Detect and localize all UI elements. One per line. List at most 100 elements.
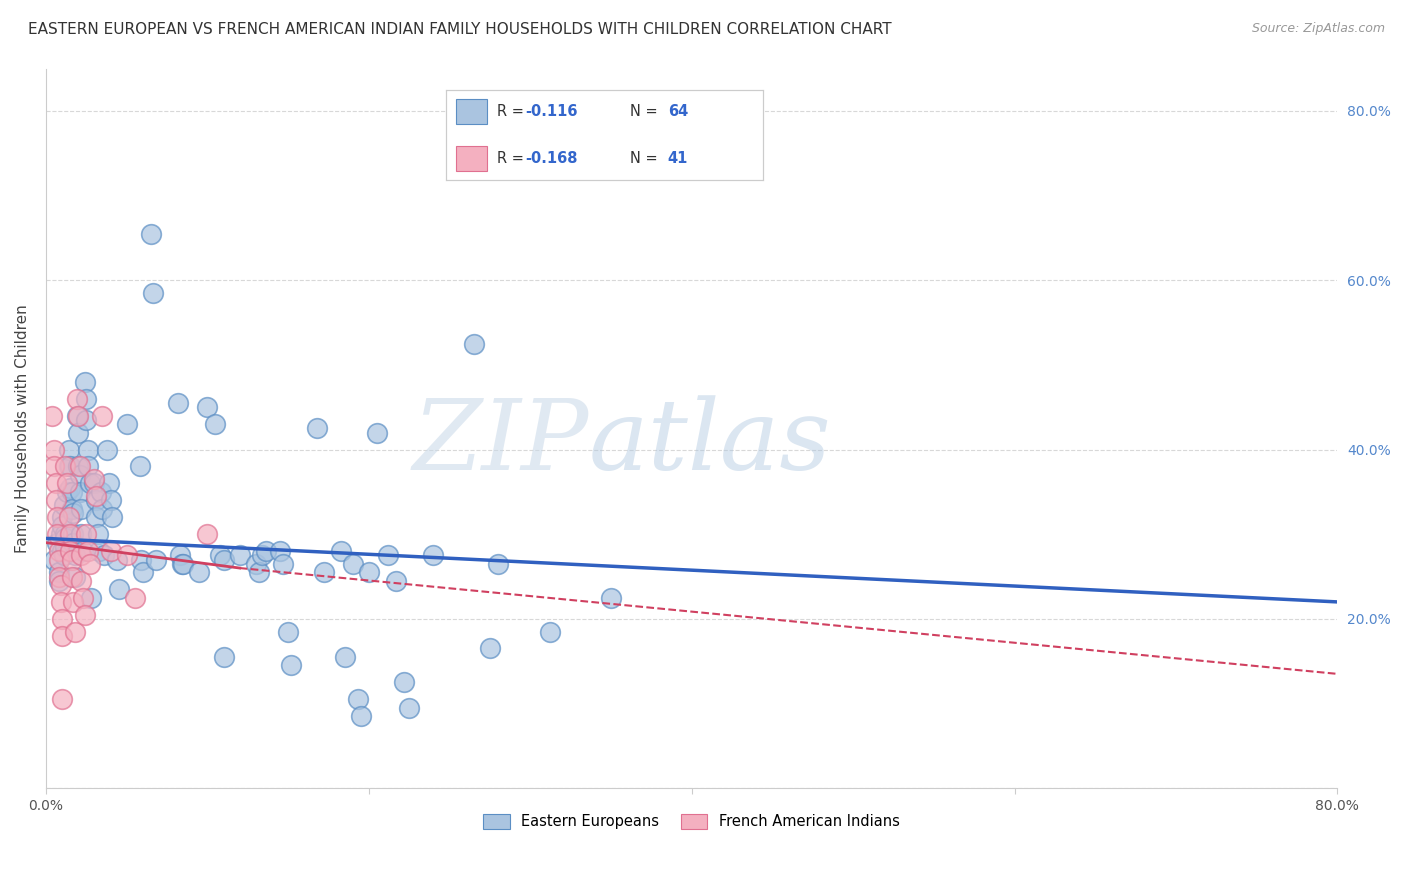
Point — [48, 552, 70, 566]
Point — [70, 549, 93, 563]
Point — [48, 574, 70, 588]
Point — [93, 549, 115, 563]
Text: atlas: atlas — [588, 395, 831, 491]
Point — [100, 544, 122, 558]
Point — [330, 544, 353, 558]
Point — [139, 227, 162, 241]
Point — [77, 442, 100, 457]
Point — [269, 544, 291, 558]
Point — [62, 527, 84, 541]
Point — [72, 591, 94, 605]
Point — [60, 569, 83, 583]
Point — [169, 549, 191, 563]
Point — [86, 527, 108, 541]
Point — [59, 481, 82, 495]
Point — [100, 493, 122, 508]
Point — [66, 392, 89, 406]
Point — [280, 658, 302, 673]
Point — [91, 409, 114, 423]
Point — [398, 700, 420, 714]
Point — [49, 578, 72, 592]
Point — [45, 476, 67, 491]
Point — [96, 442, 118, 457]
Point — [228, 549, 250, 563]
Point — [197, 527, 219, 541]
Point — [84, 510, 107, 524]
Point — [124, 591, 146, 605]
Point — [42, 459, 65, 474]
Point — [79, 476, 101, 491]
Point — [312, 566, 335, 580]
Point — [105, 552, 128, 566]
Point — [49, 527, 72, 541]
Point — [58, 459, 80, 474]
Point — [346, 692, 368, 706]
Point — [115, 549, 138, 563]
Point — [70, 501, 93, 516]
Point — [188, 566, 211, 580]
Point — [132, 566, 155, 580]
Point — [45, 493, 67, 508]
Point — [204, 417, 226, 431]
Point — [101, 510, 124, 524]
Point — [48, 569, 70, 583]
Point — [59, 544, 82, 558]
Point — [90, 484, 112, 499]
Point — [51, 692, 73, 706]
Point — [70, 527, 93, 541]
Point — [80, 591, 103, 605]
Point — [75, 527, 97, 541]
Point — [333, 649, 356, 664]
Point — [62, 506, 84, 520]
Point — [53, 540, 76, 554]
Point — [212, 649, 235, 664]
Point — [478, 641, 501, 656]
Point — [48, 544, 70, 558]
Point — [197, 400, 219, 414]
Point — [67, 409, 90, 423]
Point — [141, 285, 163, 300]
Point — [77, 544, 100, 558]
Point — [46, 510, 69, 524]
Point — [385, 574, 408, 588]
Point — [172, 557, 194, 571]
Point — [107, 582, 129, 597]
Point — [247, 566, 270, 580]
Point — [145, 552, 167, 566]
Point — [52, 549, 75, 563]
Text: Source: ZipAtlas.com: Source: ZipAtlas.com — [1251, 22, 1385, 36]
Point — [63, 569, 86, 583]
Point — [63, 624, 86, 639]
Point — [66, 409, 89, 423]
Point — [60, 501, 83, 516]
Text: EASTERN EUROPEAN VS FRENCH AMERICAN INDIAN FAMILY HOUSEHOLDS WITH CHILDREN CORRE: EASTERN EUROPEAN VS FRENCH AMERICAN INDI… — [28, 22, 891, 37]
Point — [51, 629, 73, 643]
Point — [69, 459, 91, 474]
Point — [538, 624, 561, 639]
Point — [91, 501, 114, 516]
Point — [77, 459, 100, 474]
Point — [51, 510, 73, 524]
Point — [70, 574, 93, 588]
Point — [73, 607, 96, 622]
Point — [252, 549, 274, 563]
Point — [463, 336, 485, 351]
Point — [67, 459, 90, 474]
Point — [212, 552, 235, 566]
Point — [53, 532, 76, 546]
Point — [307, 421, 329, 435]
Y-axis label: Family Households with Children: Family Households with Children — [15, 304, 30, 553]
Point — [422, 549, 444, 563]
Point — [58, 442, 80, 457]
Legend: Eastern Europeans, French American Indians: Eastern Europeans, French American India… — [478, 808, 905, 835]
Point — [53, 527, 76, 541]
Point — [170, 557, 193, 571]
Point — [59, 527, 82, 541]
Point — [46, 527, 69, 541]
Point — [75, 392, 97, 406]
Point — [357, 566, 380, 580]
Point — [60, 484, 83, 499]
Point — [350, 709, 373, 723]
Point — [63, 549, 86, 563]
Point — [48, 566, 70, 580]
